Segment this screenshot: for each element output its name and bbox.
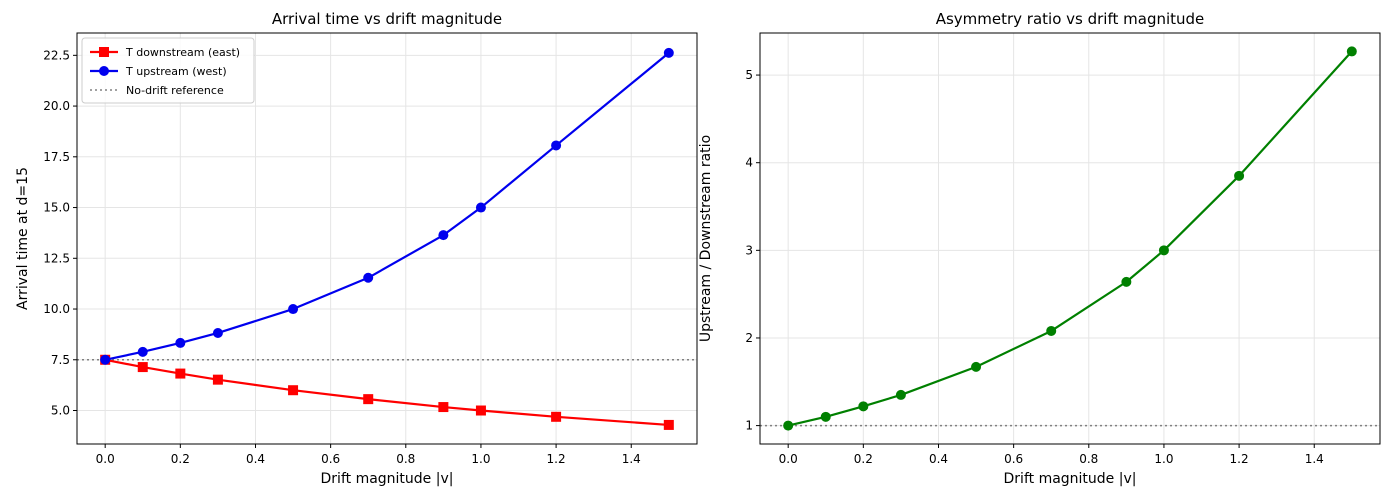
y-tick-label: 2 bbox=[745, 331, 753, 345]
data-point bbox=[288, 385, 299, 396]
data-point bbox=[438, 230, 449, 241]
y-tick-label: 12.5 bbox=[43, 251, 70, 265]
y-tick-label: 20.0 bbox=[43, 99, 70, 113]
y-axis-label: Upstream / Downstream ratio bbox=[698, 135, 714, 342]
x-tick-label: 0.0 bbox=[96, 452, 115, 466]
x-tick-label: 1.2 bbox=[1230, 452, 1249, 466]
chart-2: 0.0 0.2 0.4 0.6 0.8 1.0 1.2 1.4 1 2 3 4 5 Asymmetry r… bbox=[698, 10, 1381, 487]
data-point bbox=[137, 346, 148, 357]
y-tick-label: 22.5 bbox=[43, 48, 70, 62]
legend-frame bbox=[81, 37, 255, 104]
x-tick-label: 0.6 bbox=[321, 452, 340, 466]
data-point bbox=[971, 361, 982, 372]
data-point bbox=[1046, 325, 1057, 336]
data-point bbox=[100, 354, 111, 365]
x-tick-label: 0.4 bbox=[929, 452, 948, 466]
data-point bbox=[137, 362, 148, 373]
x-tick-label: 1.0 bbox=[1154, 452, 1173, 466]
series-1 bbox=[783, 46, 1357, 431]
y-tick-label: 4 bbox=[745, 156, 753, 170]
data-point bbox=[551, 411, 562, 422]
data-point bbox=[1346, 46, 1357, 57]
data-point bbox=[1121, 276, 1132, 287]
legend-label: No-drift reference bbox=[126, 84, 224, 97]
chart-1: 0.0 0.2 0.4 0.6 0.8 1.0 1.2 1.4 5.0 7.5 10.0 12.5 15… bbox=[15, 10, 698, 487]
x-tick-label: 1.4 bbox=[1305, 452, 1324, 466]
x-tick-label: 0.2 bbox=[171, 452, 190, 466]
legend-marker bbox=[99, 66, 109, 76]
axes-frame bbox=[76, 32, 698, 445]
grid bbox=[77, 33, 697, 444]
data-point bbox=[175, 337, 186, 348]
y-tick-label: 10.0 bbox=[43, 302, 70, 316]
data-point bbox=[551, 140, 562, 151]
axes-frame bbox=[759, 32, 1381, 445]
data-point bbox=[895, 389, 906, 400]
legend-label: T upstream (west) bbox=[125, 65, 227, 78]
legend: T downstream (east) T upstream (west) No-d… bbox=[81, 37, 255, 104]
x-axis-label: Drift magnitude |v| bbox=[321, 471, 454, 487]
data-point bbox=[212, 327, 223, 338]
data-point bbox=[663, 47, 674, 58]
x-tick-label: 0.6 bbox=[1004, 452, 1023, 466]
x-axis-label: Drift magnitude |v| bbox=[1004, 471, 1137, 487]
legend-label: T downstream (east) bbox=[125, 46, 240, 59]
data-point bbox=[783, 420, 794, 431]
y-tick-label: 1 bbox=[745, 419, 753, 433]
legend-marker bbox=[99, 47, 109, 57]
data-point bbox=[820, 411, 831, 422]
x-tick-label: 0.4 bbox=[246, 452, 265, 466]
x-tick-label: 0.8 bbox=[396, 452, 415, 466]
x-tick-label: 0.2 bbox=[854, 452, 873, 466]
data-point bbox=[363, 394, 374, 405]
grid bbox=[760, 33, 1380, 444]
y-tick-label: 17.5 bbox=[43, 150, 70, 164]
legend-item: T downstream (east) bbox=[90, 46, 240, 59]
x-tick-label: 1.2 bbox=[547, 452, 566, 466]
data-point bbox=[475, 202, 486, 213]
series-line bbox=[104, 52, 670, 361]
legend-item: No-drift reference bbox=[90, 84, 224, 97]
data-point bbox=[363, 272, 374, 283]
x-tick-label: 1.4 bbox=[622, 452, 641, 466]
data-point bbox=[212, 374, 223, 385]
series-2 bbox=[100, 47, 674, 365]
data-point bbox=[1234, 170, 1245, 181]
legend-item: T upstream (west) bbox=[90, 65, 227, 78]
data-point bbox=[288, 304, 299, 315]
y-tick-label: 5 bbox=[745, 68, 753, 82]
chart-title: Arrival time vs drift magnitude bbox=[272, 10, 502, 28]
data-point bbox=[663, 419, 674, 430]
x-tick-label: 0.8 bbox=[1079, 452, 1098, 466]
data-point bbox=[475, 405, 486, 416]
x-tick-label: 0.0 bbox=[779, 452, 798, 466]
data-point bbox=[858, 401, 869, 412]
series-line bbox=[104, 358, 669, 427]
series-1 bbox=[100, 354, 674, 430]
x-tick-label: 1.0 bbox=[471, 452, 490, 466]
data-point bbox=[1158, 245, 1169, 256]
y-tick-label: 5.0 bbox=[51, 404, 70, 418]
y-tick-label: 7.5 bbox=[51, 353, 70, 367]
chart-title: Asymmetry ratio vs drift magnitude bbox=[936, 10, 1205, 28]
data-point bbox=[438, 402, 449, 413]
series-line bbox=[787, 50, 1353, 427]
y-axis-label: Arrival time at d=15 bbox=[15, 167, 31, 310]
data-point bbox=[175, 368, 186, 379]
y-tick-label: 3 bbox=[745, 243, 753, 257]
y-tick-label: 15.0 bbox=[43, 201, 70, 215]
